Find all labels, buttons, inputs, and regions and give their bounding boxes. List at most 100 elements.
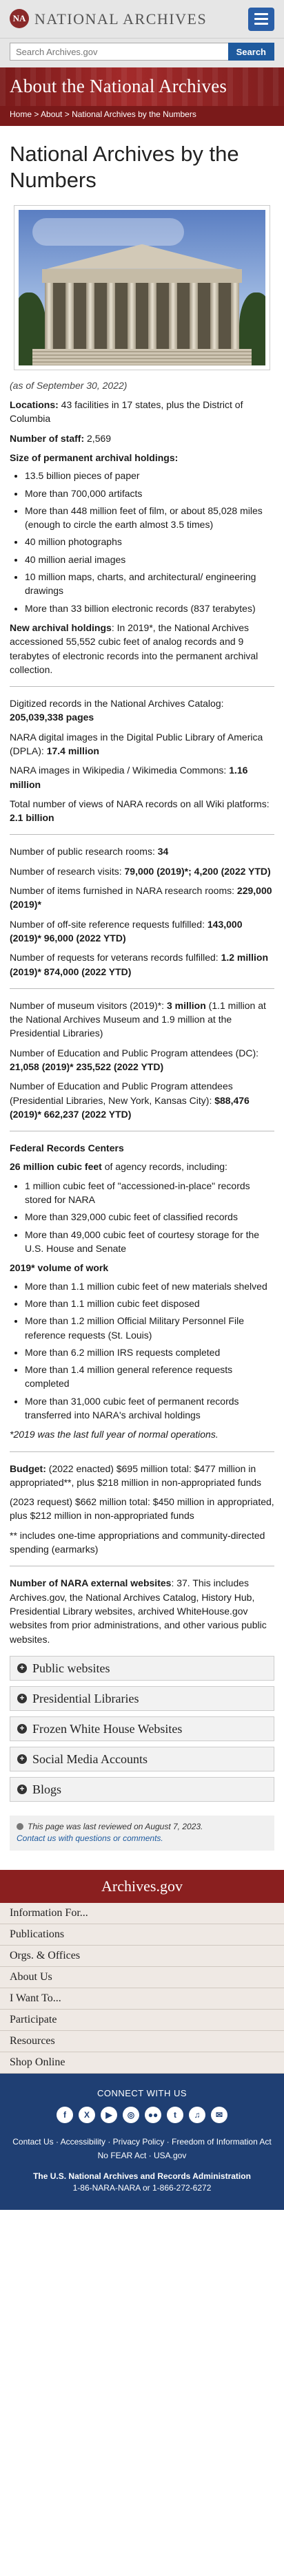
budget-footnote: ** includes one-time appropriations and …: [10, 1529, 265, 1555]
footer-bottom: CONNECT WITH US f X ▶ ◎ ●● t ♫ ✉ Contact…: [0, 2073, 284, 2210]
plus-icon: +: [17, 1754, 27, 1764]
holdings-heading: Size of permanent archival holdings:: [10, 451, 179, 463]
accordion-label: Social Media Accounts: [32, 1752, 148, 1766]
breadcrumb-current: National Archives by the Numbers: [72, 109, 196, 119]
flickr-icon[interactable]: ●●: [145, 2107, 161, 2124]
work-heading: 2019* volume of work: [10, 1262, 109, 1274]
accordion-frozen-white-house[interactable]: + Frozen White House Websites: [10, 1716, 274, 1741]
tumblr-icon[interactable]: t: [167, 2107, 183, 2124]
search-input[interactable]: [10, 43, 228, 61]
list-item: More than 1.1 million cubic feet dispose…: [25, 1297, 274, 1310]
info-icon: [17, 1822, 23, 1830]
edu-pl-stat: Number of Education and Public Program a…: [10, 1081, 250, 1120]
accordion-public-websites[interactable]: + Public websites: [10, 1655, 274, 1681]
connect-heading: CONNECT WITH US: [97, 2087, 187, 2098]
breadcrumb: Home > About > National Archives by the …: [0, 106, 284, 127]
list-item: More than 1.1 million cubic feet of new …: [25, 1279, 274, 1293]
footer-brand[interactable]: Archives.gov: [0, 1869, 284, 1903]
footer-phone: 1-86-NARA-NARA or 1-866-272-6272: [72, 2183, 212, 2193]
youtube-icon[interactable]: ▶: [101, 2107, 117, 2124]
footer-nav-item[interactable]: Publications: [0, 1924, 284, 1946]
accordion-presidential-libraries[interactable]: + Presidential Libraries: [10, 1685, 274, 1711]
wiki-views-stat: Total number of views of NARA records on…: [10, 798, 270, 824]
breadcrumb-separator: >: [32, 109, 41, 119]
footer-nav-item[interactable]: Participate: [0, 2010, 284, 2031]
footer-nav-item[interactable]: I Want To...: [0, 1988, 284, 2010]
list-item: More than 329,000 cubic feet of classifi…: [25, 1210, 274, 1224]
search-bar: Search: [0, 39, 284, 67]
list-item: 1 million cubic feet of "accessioned-in-…: [25, 1179, 274, 1207]
list-item: More than 49,000 cubic feet of courtesy …: [25, 1228, 274, 1256]
plus-icon: +: [17, 1663, 27, 1673]
visits-stat: Number of research visits: 79,000 (2019)…: [10, 865, 271, 877]
list-item: More than 700,000 artifacts: [25, 487, 274, 500]
eagle-seal-icon: NA: [10, 9, 29, 29]
instagram-icon[interactable]: ◎: [123, 2107, 139, 2124]
main-content: National Archives by the Numbers (as of …: [0, 126, 284, 1802]
banner-title: About the National Archives: [10, 76, 227, 97]
work-list: More than 1.1 million cubic feet of new …: [25, 1279, 274, 1423]
footer-nav-item[interactable]: About Us: [0, 1967, 284, 1988]
footer-link[interactable]: Privacy Policy: [112, 2137, 165, 2147]
footer-link[interactable]: Accessibility: [60, 2137, 105, 2147]
divider: [10, 988, 274, 989]
budget-2023-stat: (2023 request) $662 million total: $450 …: [10, 1496, 274, 1522]
breadcrumb-about[interactable]: About: [41, 109, 63, 119]
search-button[interactable]: Search: [227, 43, 274, 61]
frc-heading: Federal Records Centers: [10, 1142, 124, 1154]
x-icon[interactable]: X: [79, 2107, 95, 2124]
email-icon[interactable]: ✉: [211, 2107, 227, 2124]
podcast-icon[interactable]: ♫: [189, 2107, 205, 2124]
list-item: 13.5 billion pieces of paper: [25, 469, 274, 482]
archives-building-photo: [14, 204, 270, 370]
footer-nav-item[interactable]: Shop Online: [0, 2052, 284, 2074]
museum-stat: Number of museum visitors (2019)*: 3 mil…: [10, 999, 266, 1039]
footer-link[interactable]: USA.gov: [154, 2150, 187, 2160]
footer-link[interactable]: Freedom of Information Act: [172, 2137, 272, 2147]
footer-link[interactable]: Contact Us: [12, 2137, 54, 2147]
work-footnote: *2019 was the last full year of normal o…: [10, 1429, 219, 1440]
edu-dc-stat: Number of Education and Public Program a…: [10, 1047, 259, 1073]
last-reviewed-note: This page was last reviewed on August 7,…: [10, 1815, 274, 1851]
staff-stat: Number of staff: 2,569: [10, 432, 112, 444]
frc-stat: 26 million cubic feet of agency records,…: [10, 1160, 227, 1172]
hamburger-menu-button[interactable]: [248, 7, 274, 31]
social-icons: f X ▶ ◎ ●● t ♫ ✉: [10, 2107, 274, 2124]
site-logo[interactable]: NA NATIONAL ARCHIVES: [10, 8, 207, 30]
breadcrumb-separator: >: [62, 109, 72, 119]
footer-nav-item[interactable]: Orgs. & Offices: [0, 1946, 284, 1967]
divider: [10, 1451, 274, 1452]
facebook-icon[interactable]: f: [57, 2107, 73, 2124]
list-item: More than 448 million feet of film, or a…: [25, 504, 274, 532]
site-header: NA NATIONAL ARCHIVES: [0, 0, 284, 39]
footer-links: Contact Us · Accessibility · Privacy Pol…: [12, 2137, 272, 2160]
items-stat: Number of items furnished in NARA resear…: [10, 885, 272, 911]
accordion-blogs[interactable]: + Blogs: [10, 1776, 274, 1802]
page-title: National Archives by the Numbers: [10, 142, 239, 192]
rooms-stat: Number of public research rooms: 34: [10, 846, 169, 858]
new-holdings-stat: New archival holdings: In 2019*, the Nat…: [10, 621, 258, 675]
frc-list: 1 million cubic feet of "accessioned-in-…: [25, 1179, 274, 1255]
contact-link[interactable]: Contact us with questions or comments.: [17, 1833, 163, 1844]
accordion-label: Blogs: [32, 1782, 62, 1796]
accordion-label: Frozen White House Websites: [32, 1721, 183, 1736]
footer-nav-item[interactable]: Information For...: [0, 1903, 284, 1924]
list-item: 40 million photographs: [25, 535, 274, 549]
plus-icon: +: [17, 1723, 27, 1734]
accordion-social-media[interactable]: + Social Media Accounts: [10, 1746, 274, 1771]
digitized-stat: Digitized records in the National Archiv…: [10, 698, 224, 723]
websites-stat: Number of NARA external websites: 37. Th…: [10, 1577, 267, 1645]
list-item: More than 6.2 million IRS requests compl…: [25, 1345, 274, 1359]
footer-nav-item[interactable]: Resources: [0, 2031, 284, 2052]
footer-link[interactable]: No FEAR Act: [97, 2150, 147, 2160]
footer-nav: Information For... Publications Orgs. & …: [0, 1902, 284, 2074]
list-item: 40 million aerial images: [25, 553, 274, 566]
breadcrumb-home[interactable]: Home: [10, 109, 32, 119]
plus-icon: +: [17, 1784, 27, 1794]
list-item: More than 31,000 cubic feet of permanent…: [25, 1394, 274, 1423]
logo-text: NATIONAL ARCHIVES: [34, 10, 207, 28]
section-banner: About the National Archives: [0, 67, 284, 106]
divider: [10, 686, 274, 688]
budget-stat: Budget: (2022 enacted) $695 million tota…: [10, 1462, 262, 1488]
plus-icon: +: [17, 1693, 27, 1703]
